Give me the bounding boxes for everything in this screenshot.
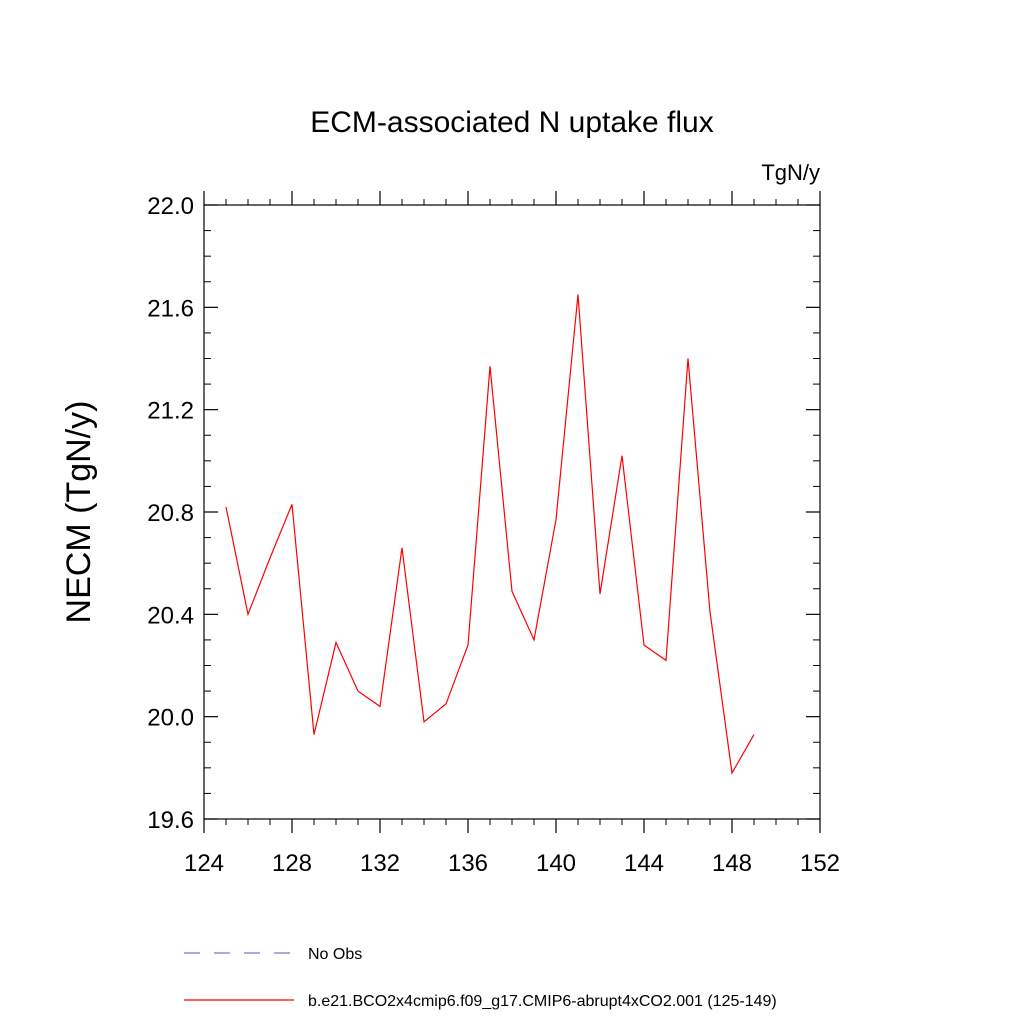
series-line <box>225 294 755 775</box>
y-tick-label: 22.0 <box>147 193 194 220</box>
y-tick-label: 19.6 <box>147 807 194 834</box>
x-tick-label: 136 <box>448 850 488 877</box>
legend-label: b.e21.BCO2x4cmip6.f09_g17.CMIP6-abrupt4x… <box>308 993 777 1010</box>
x-tick-label: 124 <box>184 850 224 877</box>
legend-label: No Obs <box>308 946 362 963</box>
units-label: TgN/y <box>761 160 820 185</box>
x-tick-label: 152 <box>800 850 840 877</box>
axis-ticks: 124 128 132 136 140 144 148 152 19.6 20.0 20.4 20.8… <box>147 191 840 877</box>
y-tick-label: 20.4 <box>147 602 194 629</box>
x-tick-label: 140 <box>536 850 576 877</box>
y-tick-label: 21.2 <box>147 398 194 425</box>
x-tick-label: 148 <box>712 850 752 877</box>
series-layer <box>225 294 755 775</box>
x-tick-label: 128 <box>272 850 312 877</box>
y-axis-title: NECM (TgN/y) <box>60 401 98 624</box>
y-tick-label: 20.0 <box>147 705 194 732</box>
x-tick-label: 132 <box>360 850 400 877</box>
plot-frame <box>203 204 821 820</box>
legend: No Obs b.e21.BCO2x4cmip6.f09_g17.CMIP6-ab… <box>184 946 777 1010</box>
x-tick-label: 144 <box>624 850 664 877</box>
y-tick-label: 21.6 <box>147 295 194 322</box>
chart-title: ECM-associated N uptake flux <box>310 106 714 139</box>
y-tick-label: 20.8 <box>147 500 194 527</box>
